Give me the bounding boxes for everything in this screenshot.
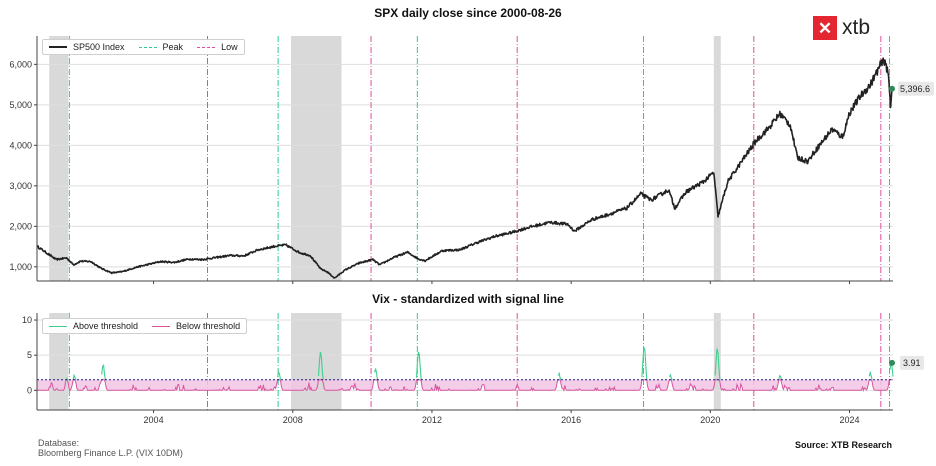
- footer-database-label: Database:: [38, 438, 80, 448]
- vix-legend: Above threshold Below threshold: [42, 318, 248, 334]
- spx-ytick-label-3: 4,000: [9, 140, 32, 150]
- legend-swatch-peak: [138, 46, 157, 48]
- legend-label-low: Low: [221, 42, 238, 52]
- spx-shaded-period-2: [713, 36, 721, 281]
- xtb-logo-mark: ✕: [813, 16, 837, 40]
- spx-series-line: [36, 57, 893, 279]
- vix-xtick-label-3: 2016: [561, 415, 581, 425]
- legend-swatch-above: [49, 325, 67, 327]
- spx-shaded-period-0: [49, 36, 69, 281]
- legend-swatch-below: [152, 325, 171, 327]
- legend-label-peak: Peak: [162, 42, 184, 52]
- spx-ytick-label-4: 5,000: [9, 100, 32, 110]
- vix-below-threshold-line: [37, 379, 893, 393]
- vix-last-value-box: [900, 355, 924, 370]
- vix-ytick-label-0: 0: [27, 385, 32, 395]
- footer-source: Source: XTB Research: [794, 440, 892, 450]
- vix-shaded-period-1: [291, 313, 342, 410]
- footer-database-value: Bloomberg Finance L.P. (VIX 10DM): [38, 448, 183, 458]
- legend-item-low: Low: [197, 42, 238, 52]
- spx-ytick-label-2: 3,000: [9, 181, 32, 191]
- vix-ytick-label-2: 10: [22, 315, 32, 325]
- footer-database: Database: Bloomberg Finance L.P. (VIX 10…: [38, 438, 183, 458]
- legend-label-below: Below threshold: [176, 321, 241, 331]
- vix-xtick-label-1: 2008: [283, 415, 303, 425]
- legend-label-above: Above threshold: [73, 321, 139, 331]
- spx-legend: SP500 Index Peak Low: [42, 39, 245, 55]
- legend-item-below: Below threshold: [152, 321, 240, 331]
- legend-item-above: Above threshold: [49, 321, 138, 331]
- xtb-logo-text: xtb: [842, 16, 871, 39]
- vix-xtick-label-4: 2020: [700, 415, 720, 425]
- spx-ytick-label-1: 2,000: [9, 221, 32, 231]
- xtb-logo: ✕ xtb: [813, 15, 870, 41]
- spx-ytick-label-5: 6,000: [9, 59, 32, 69]
- chart-title-vix: Vix - standardized with signal line: [372, 292, 564, 306]
- vix-last-point: [889, 359, 895, 366]
- vix-above-threshold-line: [66, 345, 894, 381]
- spx-ytick-label-0: 1,000: [9, 262, 32, 272]
- vix-shaded-period-2: [713, 313, 721, 410]
- vix-below-fill: [37, 379, 893, 391]
- legend-item-spx: SP500 Index: [49, 42, 125, 52]
- vix-xtick-label-0: 2004: [144, 415, 164, 425]
- spx-last-value-label: 5,396.6: [900, 84, 930, 94]
- vix-last-value-label: 3.91: [903, 358, 921, 368]
- spx-last-point: [889, 85, 895, 92]
- spx-last-value-box: [898, 81, 934, 96]
- legend-label-spx: SP500 Index: [73, 42, 125, 52]
- vix-ytick-label-1: 5: [27, 350, 32, 360]
- vix-xtick-label-2: 2012: [422, 415, 442, 425]
- legend-swatch-spx: [49, 46, 67, 48]
- vix-xtick-label-5: 2024: [839, 415, 859, 425]
- legend-item-peak: Peak: [138, 42, 184, 52]
- chart-title-spx: SPX daily close since 2000-08-26: [374, 6, 562, 20]
- legend-swatch-low: [197, 46, 216, 48]
- spx-shaded-period-1: [291, 36, 342, 281]
